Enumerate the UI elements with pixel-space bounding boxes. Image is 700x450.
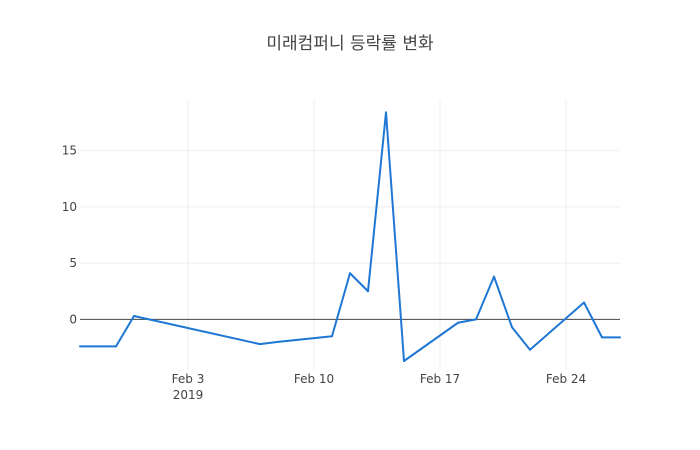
x-tick-label: Feb 10 bbox=[294, 372, 334, 386]
data-point bbox=[259, 343, 261, 346]
y-tick-label: 5 bbox=[69, 256, 77, 270]
data-point bbox=[619, 336, 621, 339]
data-point bbox=[403, 360, 405, 362]
data-point bbox=[511, 326, 513, 329]
data-point bbox=[331, 335, 333, 338]
y-tick-label: 10 bbox=[62, 200, 77, 214]
data-point bbox=[493, 275, 495, 278]
data-point bbox=[475, 318, 477, 321]
data-point bbox=[583, 301, 585, 304]
data-point bbox=[601, 336, 603, 339]
x-tick-label: Feb 17 bbox=[420, 372, 460, 386]
y-axis-ticks: 0 5 10 15 bbox=[62, 144, 77, 327]
data-point bbox=[277, 340, 279, 343]
x-tick-label: Feb 3 bbox=[172, 372, 205, 386]
data-point bbox=[97, 345, 99, 348]
data-point bbox=[457, 321, 459, 324]
data-point bbox=[115, 345, 117, 348]
y-tick-label: 15 bbox=[62, 144, 77, 158]
data-point bbox=[367, 290, 369, 293]
x-tick-label: Feb 24 bbox=[546, 372, 586, 386]
grid-layer bbox=[80, 100, 620, 370]
data-point bbox=[529, 348, 531, 351]
y-tick-label: 0 bbox=[69, 312, 77, 326]
data-point bbox=[79, 345, 81, 348]
data-point bbox=[385, 111, 387, 114]
chart-title: 미래컴퍼니 등락률 변화 bbox=[266, 34, 434, 54]
series-layer bbox=[79, 111, 621, 362]
data-point bbox=[133, 315, 135, 317]
x-tick-year-label: 2019 bbox=[173, 388, 204, 402]
x-axis-ticks: Feb 3 2019 Feb 10 Feb 17 Feb 24 bbox=[172, 372, 587, 402]
data-point bbox=[349, 272, 351, 275]
